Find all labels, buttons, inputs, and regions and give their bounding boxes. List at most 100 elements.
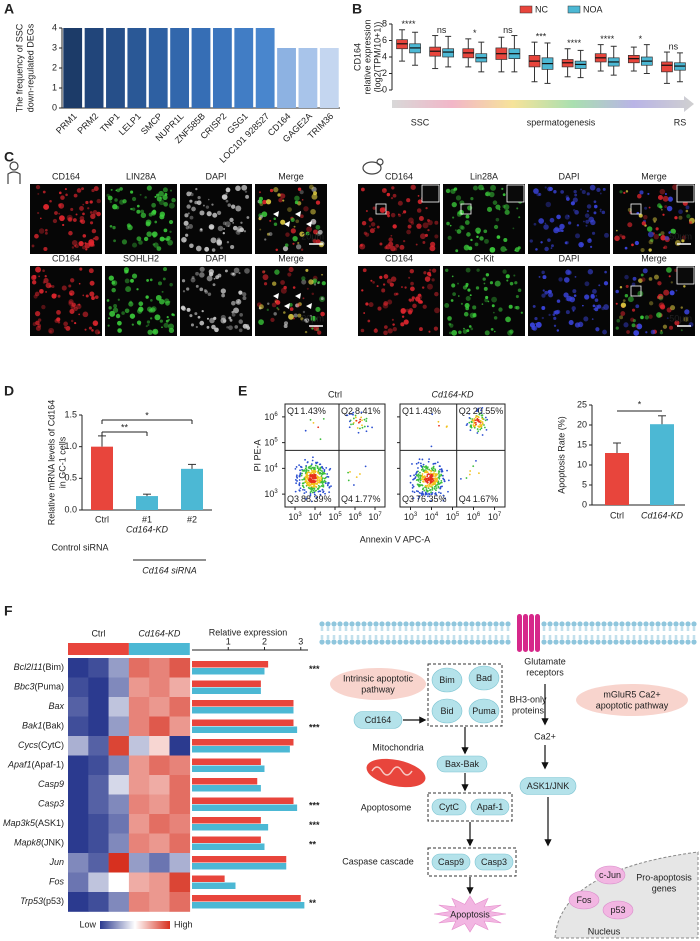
bar [192, 707, 294, 714]
lipid-head [409, 639, 415, 645]
cell-signal [408, 217, 414, 224]
quadrant-name: Q3 [402, 494, 414, 504]
event-dot [415, 490, 418, 492]
event-dot [322, 417, 325, 420]
pathway-label: Caspase cascade [342, 856, 414, 866]
cell-signal [653, 233, 660, 240]
cell-signal [369, 228, 375, 234]
event-dot [422, 463, 425, 466]
cell-signal [397, 213, 400, 216]
event-dot [434, 468, 437, 471]
cell-signal [615, 326, 619, 330]
cell-signal [418, 216, 424, 221]
cell-signal [91, 296, 95, 300]
event-dot [420, 484, 422, 486]
event-dot [409, 481, 412, 484]
quadrant-name: Q2 [459, 406, 471, 416]
cell-signal [91, 188, 95, 193]
cell-signal [269, 188, 274, 193]
cell-signal [648, 206, 651, 209]
heat-cell [169, 716, 191, 737]
cell-signal [686, 214, 691, 219]
cell-signal [669, 290, 675, 296]
event-dot [438, 477, 441, 480]
event-dot [434, 478, 437, 481]
event-dot [364, 465, 367, 468]
cell-signal [106, 299, 110, 302]
lipid-head [385, 639, 391, 645]
event-dot [415, 462, 418, 465]
event-dot [445, 426, 448, 428]
gene-name: Map3k5 [3, 818, 36, 828]
cell-signal [634, 324, 639, 328]
event-dot [435, 484, 437, 487]
event-dot [314, 480, 317, 483]
cell-signal [78, 240, 84, 247]
event-dot [477, 430, 480, 433]
cell-signal [273, 222, 278, 227]
bar [192, 700, 294, 707]
significance: **** [600, 34, 615, 44]
event-dot [429, 480, 432, 483]
event-dot [312, 456, 314, 459]
pathway-label: Glutamate [524, 656, 566, 666]
event-dot [484, 426, 486, 429]
cell-signal [631, 323, 636, 328]
cell-signal [152, 328, 159, 335]
event-dot [420, 478, 423, 480]
quadrant-label: Q2 8.41% [341, 406, 381, 416]
cell-signal [238, 299, 241, 302]
cell-signal [127, 224, 133, 231]
cell-signal [668, 231, 672, 234]
cell-signal [646, 226, 653, 232]
cell-signal [587, 269, 594, 275]
gene-label: Casp9 [38, 779, 64, 789]
heat-cell [88, 755, 109, 776]
cell-signal [63, 321, 69, 327]
cell-signal [280, 219, 286, 225]
y-tick-label: 20 [577, 419, 587, 429]
lipid-head [481, 639, 487, 645]
event-dot [322, 467, 324, 470]
node-label: ASK1/JNK [527, 781, 570, 791]
event-dot [468, 473, 471, 476]
cell-signal [58, 203, 62, 207]
gene-label: Bbc3(Puma) [14, 682, 64, 692]
event-dot [309, 477, 312, 480]
tick-base: 10 [404, 512, 414, 522]
event-dot [313, 488, 316, 490]
bar [192, 719, 294, 726]
cell-signal [553, 190, 557, 194]
y-tick-label: 5 [582, 479, 587, 489]
event-dot [479, 428, 482, 431]
event-dot [468, 421, 471, 424]
event-dot [302, 482, 305, 485]
event-dot [459, 477, 462, 480]
event-dot [324, 492, 326, 495]
cell-signal [586, 204, 592, 209]
event-dot [313, 493, 316, 496]
event-dot [413, 477, 416, 480]
event-dot [310, 463, 313, 466]
event-dot [318, 481, 321, 484]
cell-signal [431, 278, 435, 282]
event-dot [436, 473, 439, 476]
cell-signal [38, 275, 41, 278]
cell-signal [169, 230, 172, 233]
heat-cell [68, 736, 89, 756]
cell-signal [151, 306, 157, 312]
cell-signal [482, 277, 486, 281]
event-dot [433, 487, 436, 490]
x-tick-label: 105 [446, 512, 460, 523]
pathway-bubble [576, 684, 688, 716]
event-dot [432, 469, 435, 472]
cell-signal [594, 307, 599, 312]
cell-signal [195, 271, 199, 276]
event-dot [426, 484, 429, 487]
cell-signal [493, 316, 498, 320]
cell-signal [282, 246, 289, 252]
cell-signal [589, 245, 593, 248]
lipid-head [595, 621, 601, 627]
event-dot [316, 475, 319, 478]
cell-signal [245, 194, 250, 199]
